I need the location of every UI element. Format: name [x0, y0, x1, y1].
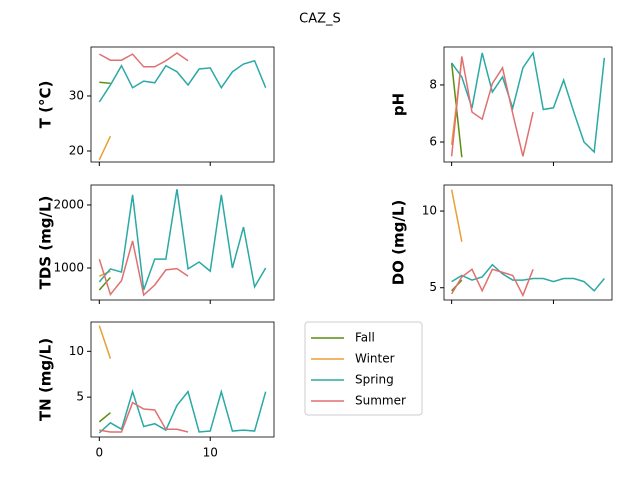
y-axis-label: TN (mg/L) — [37, 338, 55, 421]
legend-box — [304, 321, 423, 416]
series-line — [451, 263, 605, 292]
legend: Fall Winter Spring Summer — [304, 321, 423, 416]
series-line — [98, 325, 112, 359]
series-line — [450, 268, 534, 298]
series-line — [98, 59, 267, 103]
series-line — [99, 81, 111, 85]
y-tick-label: 6 — [429, 135, 437, 149]
y-tick-label: 10 — [69, 344, 84, 358]
y-tick-label: 10 — [422, 204, 437, 218]
series-line — [98, 240, 189, 297]
series-line — [98, 388, 267, 434]
series-line — [98, 52, 189, 68]
series-line — [99, 401, 189, 433]
series-line — [98, 412, 111, 423]
series-line — [450, 56, 534, 157]
y-tick-label: 8 — [429, 77, 437, 91]
axes-frame — [90, 184, 275, 301]
y-tick-label: 30 — [69, 88, 84, 102]
axes-frame — [90, 321, 275, 438]
legend-label: Fall — [355, 331, 375, 345]
y-axis-label: T (°C) — [37, 81, 55, 129]
axes-frame — [443, 46, 613, 163]
y-tick-label: 1000 — [53, 260, 84, 274]
axes-frame — [443, 184, 613, 301]
figure-title: CAZ_S — [299, 12, 341, 27]
x-tick-label: 10 — [203, 446, 218, 460]
series-line — [450, 189, 463, 242]
y-tick-label: 20 — [69, 143, 84, 157]
series-line — [98, 135, 112, 161]
legend-label: Winter — [355, 352, 395, 366]
subplot: 5 10 0 10 TN (mg/L) — [37, 321, 275, 460]
subplot: 20 30 T (°C) — [37, 46, 275, 166]
y-tick-label: 2000 — [53, 197, 84, 211]
legend-label: Spring — [355, 373, 394, 387]
x-tick-label: 0 — [95, 446, 103, 460]
series-line — [98, 276, 111, 291]
subplot: 5 10 DO (mg/L) — [390, 184, 613, 304]
legend-label: Summer — [355, 394, 406, 408]
y-axis-label: DO (mg/L) — [390, 200, 408, 286]
subplot: 6 8 pH — [390, 46, 613, 166]
series-line — [98, 189, 267, 291]
y-axis-label: pH — [390, 93, 408, 116]
axes-frame — [90, 46, 275, 163]
y-tick-label: 5 — [76, 390, 84, 404]
y-tick-label: 5 — [429, 280, 437, 294]
series-line — [451, 51, 606, 154]
y-axis-label: TDS (mg/L) — [37, 196, 55, 290]
